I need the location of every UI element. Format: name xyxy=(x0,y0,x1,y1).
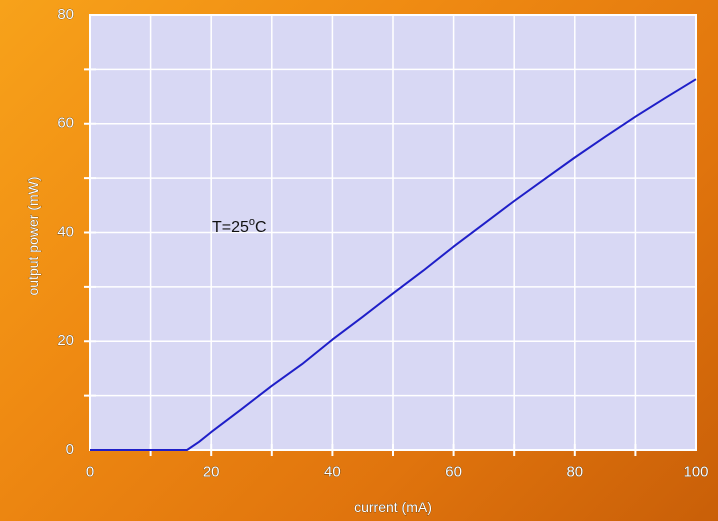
x-tick-labels: 0 20 40 60 80 100 xyxy=(86,463,709,481)
x-tick-label: 0 xyxy=(86,463,94,480)
y-axis-label: output power (mW) xyxy=(25,176,41,295)
annotation-superscript: o xyxy=(249,216,255,228)
y-tick-label: 40 xyxy=(57,223,74,240)
y-tick-label: 20 xyxy=(57,332,74,349)
y-tick-labels: 0 20 40 60 80 xyxy=(57,6,74,459)
annotation-suffix: C xyxy=(255,219,267,236)
x-tick-label: 40 xyxy=(324,463,341,480)
x-tick-label: 100 xyxy=(683,463,708,480)
y-tick-label: 60 xyxy=(57,115,74,132)
y-tick-label: 0 xyxy=(66,441,74,458)
series-layer xyxy=(90,78,697,451)
x-axis-label: current (mA) xyxy=(354,499,432,515)
x-tick-label: 60 xyxy=(445,463,462,480)
grid xyxy=(90,15,696,450)
series-line xyxy=(90,78,697,451)
x-tick-label: 20 xyxy=(203,463,220,480)
tick-marks xyxy=(84,68,637,456)
annotation-temperature: T=25oC xyxy=(212,216,267,236)
annotation-text: T=25 xyxy=(212,219,249,236)
x-tick-label: 80 xyxy=(566,463,583,480)
y-tick-label: 80 xyxy=(57,6,74,23)
